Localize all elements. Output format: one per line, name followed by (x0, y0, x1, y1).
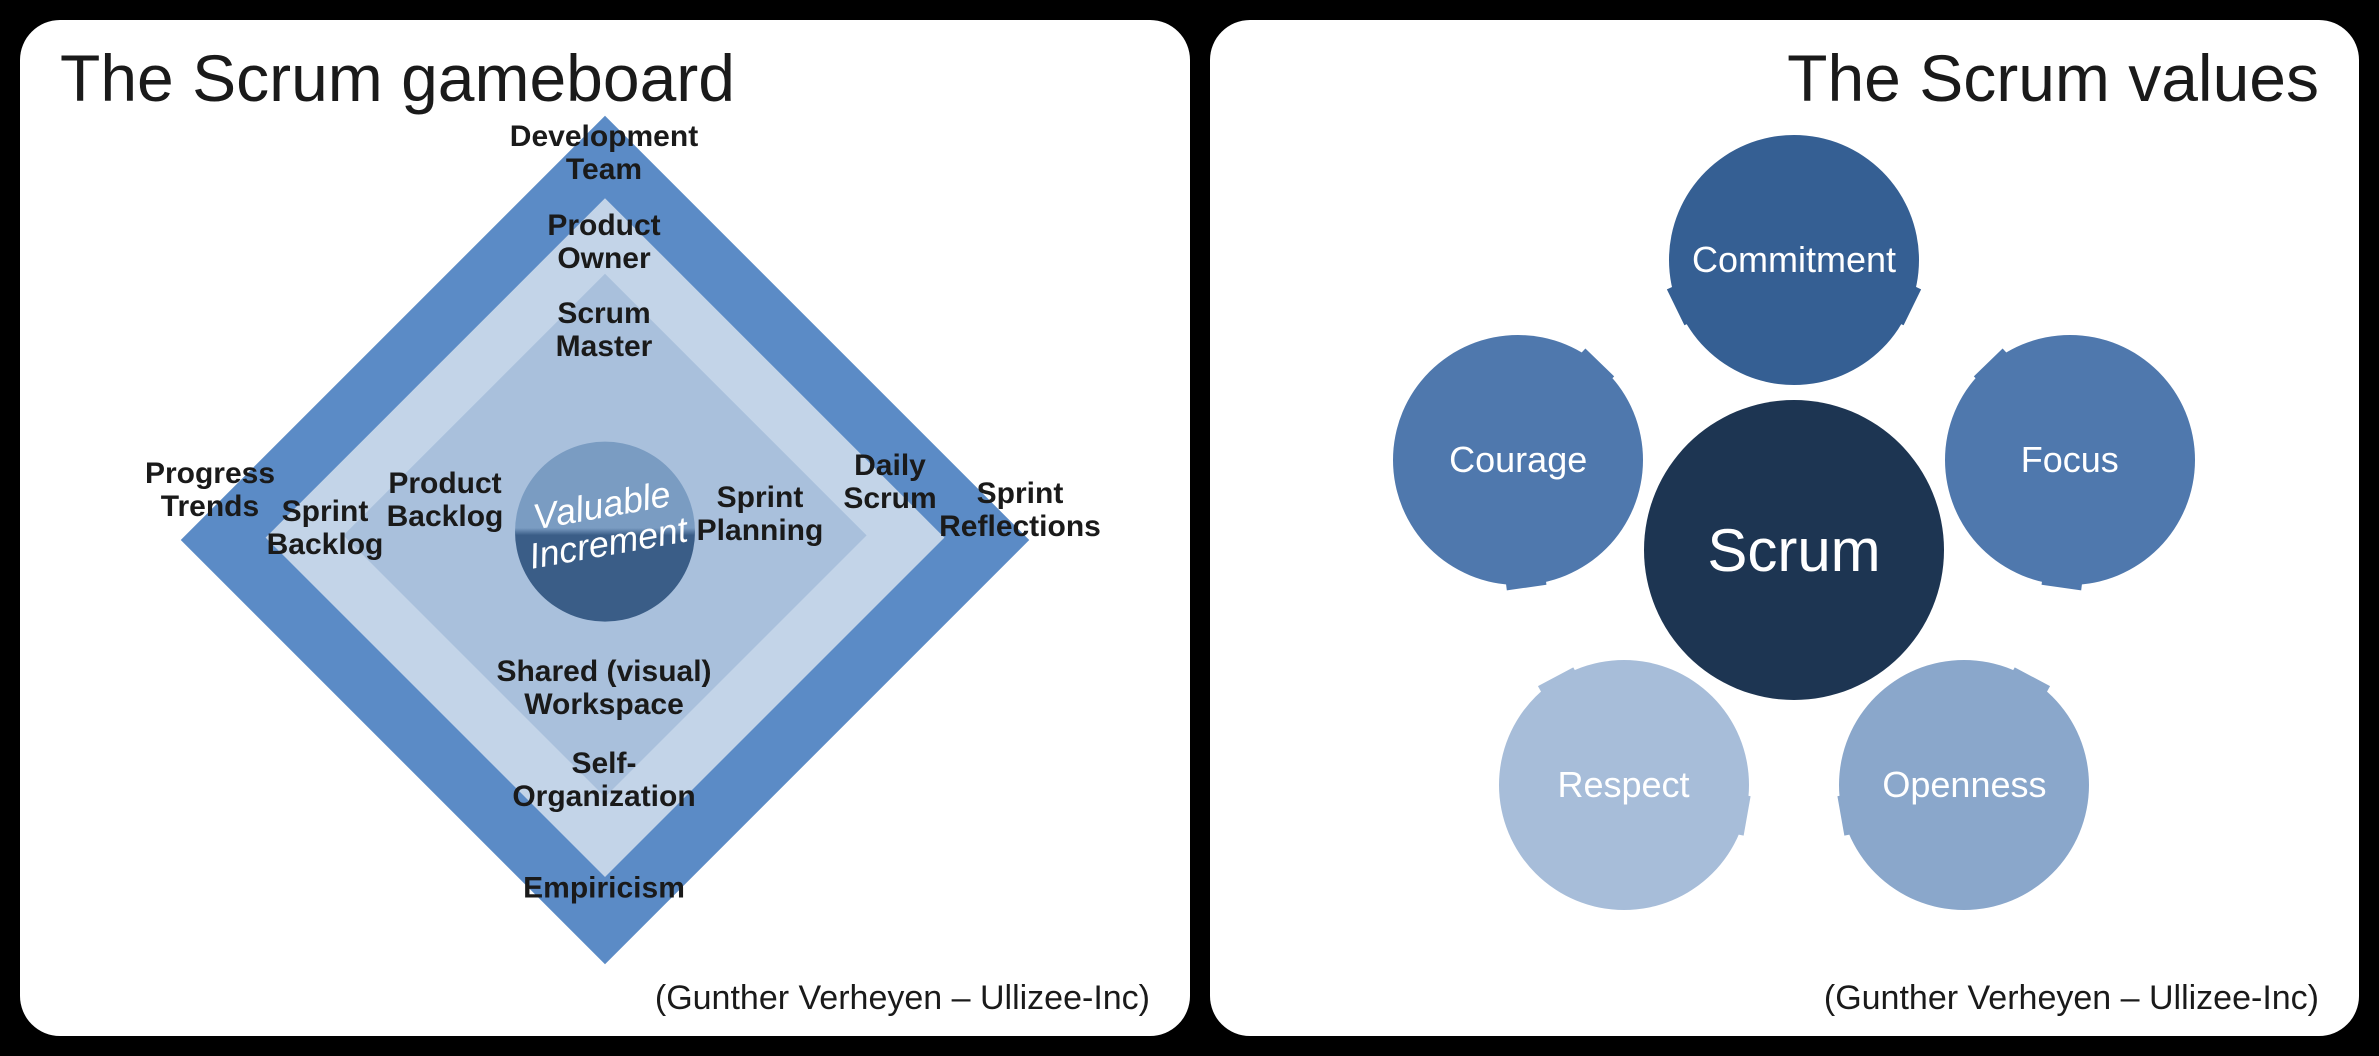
gameboard-label: Daily Scrum (843, 449, 936, 515)
gameboard-label: Sprint Planning (697, 481, 824, 547)
values-stage: ScrumCommitmentFocus Openness Respect Coura… (1210, 20, 2359, 1036)
gameboard-label: Product Backlog (387, 467, 504, 533)
values-node: Openness (1839, 660, 2089, 910)
gameboard-label: Self- Organization (512, 747, 695, 813)
values-panel: The Scrum values ScrumCommitmentFocusOpe… (1210, 20, 2359, 1036)
values-node: Courage (1393, 335, 1643, 585)
gameboard-label: Progress Trends (145, 457, 275, 523)
values-node: Focus (1945, 335, 2195, 585)
gameboard-label: Shared (visual) Workspace (496, 655, 711, 721)
gameboard-label: Sprint Reflections (939, 477, 1101, 543)
gameboard-label: Sprint Backlog (267, 495, 384, 561)
gameboard-panel: The Scrum gameboard Valuable IncrementDe… (20, 20, 1190, 1036)
gameboard-label: Product Owner (547, 209, 660, 275)
gameboard-label: Empiricism (523, 872, 685, 905)
values-node: Respect (1499, 660, 1749, 910)
values-node: Commitment (1669, 135, 1919, 385)
gameboard-label: Development Team (510, 120, 698, 186)
gameboard-attribution: (Gunther Verheyen – Ullizee-Inc) (655, 979, 1150, 1018)
gameboard-stage: Valuable IncrementDevelopment TeamProduc… (20, 20, 1190, 1036)
gameboard-label: Scrum Master (556, 297, 653, 363)
values-attribution: (Gunther Verheyen – Ullizee-Inc) (1824, 979, 2319, 1018)
values-center: Scrum (1644, 400, 1944, 700)
